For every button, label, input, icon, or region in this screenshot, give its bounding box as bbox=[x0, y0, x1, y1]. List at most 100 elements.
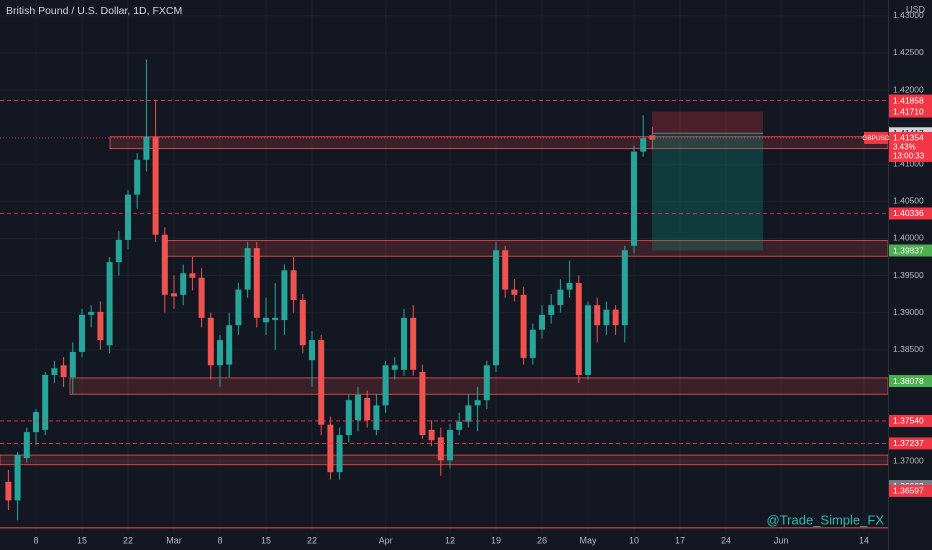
candle-body bbox=[180, 273, 187, 295]
candle-body bbox=[649, 135, 656, 140]
zone bbox=[109, 136, 889, 150]
candle-body bbox=[456, 421, 463, 430]
candle-body bbox=[79, 314, 85, 352]
x-tick-label: 17 bbox=[675, 535, 685, 545]
zone bbox=[0, 454, 889, 466]
y-tick-label: 1.41000 bbox=[893, 158, 924, 168]
level-label: 1.41858 bbox=[893, 95, 924, 105]
candle-body bbox=[198, 277, 205, 318]
candle-body bbox=[520, 294, 527, 358]
x-tick-label: Jun bbox=[774, 535, 789, 545]
level-label-bg bbox=[889, 414, 932, 427]
candle-body bbox=[327, 424, 334, 473]
candle-body bbox=[373, 405, 380, 430]
candle-body bbox=[115, 239, 122, 263]
candle-body bbox=[42, 374, 49, 430]
y-tick-label: 1.43000 bbox=[893, 10, 924, 20]
x-tick-label: May bbox=[579, 535, 597, 545]
candle-body bbox=[465, 405, 472, 422]
countdown-label: 13:00:33 bbox=[893, 152, 925, 161]
candle-body bbox=[161, 234, 168, 295]
x-tick-label: 26 bbox=[537, 535, 547, 545]
candle-body bbox=[272, 317, 279, 321]
candle-body bbox=[106, 262, 113, 346]
candle-body bbox=[585, 305, 591, 375]
candle-body bbox=[189, 273, 196, 278]
candle-body bbox=[33, 412, 39, 433]
zone bbox=[164, 240, 889, 257]
level-label: 1.38078 bbox=[893, 376, 924, 386]
level-label: 1.39837 bbox=[893, 245, 924, 255]
candle-body bbox=[23, 432, 30, 459]
candle-body bbox=[511, 289, 518, 295]
position-reward bbox=[652, 133, 763, 251]
candle-body bbox=[640, 138, 647, 152]
zone bbox=[69, 377, 889, 395]
candle-body bbox=[152, 136, 159, 235]
level-label: 1.36597 bbox=[893, 486, 924, 496]
candle-body bbox=[428, 429, 435, 441]
candle-body bbox=[88, 311, 95, 315]
candle-body bbox=[548, 305, 555, 315]
candle-body bbox=[336, 435, 343, 473]
currency-label: USD bbox=[906, 4, 926, 14]
x-tick-label: 15 bbox=[77, 535, 87, 545]
level-label-bg bbox=[889, 207, 932, 220]
candle-body bbox=[603, 309, 610, 326]
candle-body bbox=[51, 368, 58, 375]
candle-body bbox=[575, 282, 582, 375]
y-tick-label: 1.42000 bbox=[893, 84, 924, 94]
candle-body bbox=[631, 151, 637, 246]
position-risk bbox=[652, 111, 763, 134]
candle-body bbox=[594, 305, 601, 326]
candle-body bbox=[263, 317, 269, 323]
candle-body bbox=[171, 293, 177, 297]
candle-body bbox=[253, 248, 260, 318]
candle-body bbox=[97, 311, 104, 341]
candle-body bbox=[14, 455, 21, 501]
candle-body bbox=[134, 159, 141, 195]
x-tick-label: 24 bbox=[721, 535, 731, 545]
level-label-bg bbox=[889, 105, 932, 118]
x-tick-label: 8 bbox=[217, 535, 222, 545]
candle-body bbox=[318, 340, 325, 425]
watermark: @Trade_Simple_FX bbox=[767, 512, 885, 527]
candle-body bbox=[502, 250, 509, 290]
x-tick-label: 19 bbox=[491, 535, 501, 545]
x-tick-label: 22 bbox=[307, 535, 317, 545]
candle-body bbox=[474, 400, 481, 406]
level-label-bg bbox=[889, 244, 932, 257]
x-tick-label: 14 bbox=[859, 535, 869, 545]
candle-body bbox=[207, 317, 214, 366]
level-label-bg bbox=[889, 437, 932, 450]
change-label: 3.43% bbox=[893, 143, 916, 152]
symbol-box bbox=[864, 131, 888, 144]
candle-body bbox=[290, 270, 297, 301]
candle-body bbox=[364, 397, 371, 421]
candle-body bbox=[355, 394, 361, 421]
level-label: 1.37237 bbox=[893, 438, 924, 448]
symbol-label: GBPUSD bbox=[862, 135, 890, 142]
x-tick-label: 8 bbox=[33, 535, 38, 545]
candle-body bbox=[345, 400, 352, 436]
x-tick-label: Apr bbox=[379, 535, 393, 545]
candle-body bbox=[226, 325, 233, 365]
candle-body bbox=[566, 282, 573, 290]
candle-body bbox=[557, 289, 564, 306]
candle-body bbox=[437, 437, 444, 461]
candle-body bbox=[529, 329, 536, 358]
candle-body bbox=[299, 300, 306, 346]
y-tick-label: 1.39000 bbox=[893, 307, 924, 317]
x-tick-label: 15 bbox=[261, 535, 271, 545]
candle-body bbox=[382, 365, 389, 406]
candle-body bbox=[60, 365, 67, 378]
y-tick-label: 1.38500 bbox=[893, 344, 924, 354]
last-price-label: 1.41354 bbox=[893, 133, 924, 143]
level-label: 1.40336 bbox=[893, 208, 924, 218]
level-label: 1.37540 bbox=[893, 416, 924, 426]
candle-body bbox=[401, 317, 407, 370]
y-tick-label: 1.39500 bbox=[893, 270, 924, 280]
y-tick-label: 1.37000 bbox=[893, 455, 924, 465]
